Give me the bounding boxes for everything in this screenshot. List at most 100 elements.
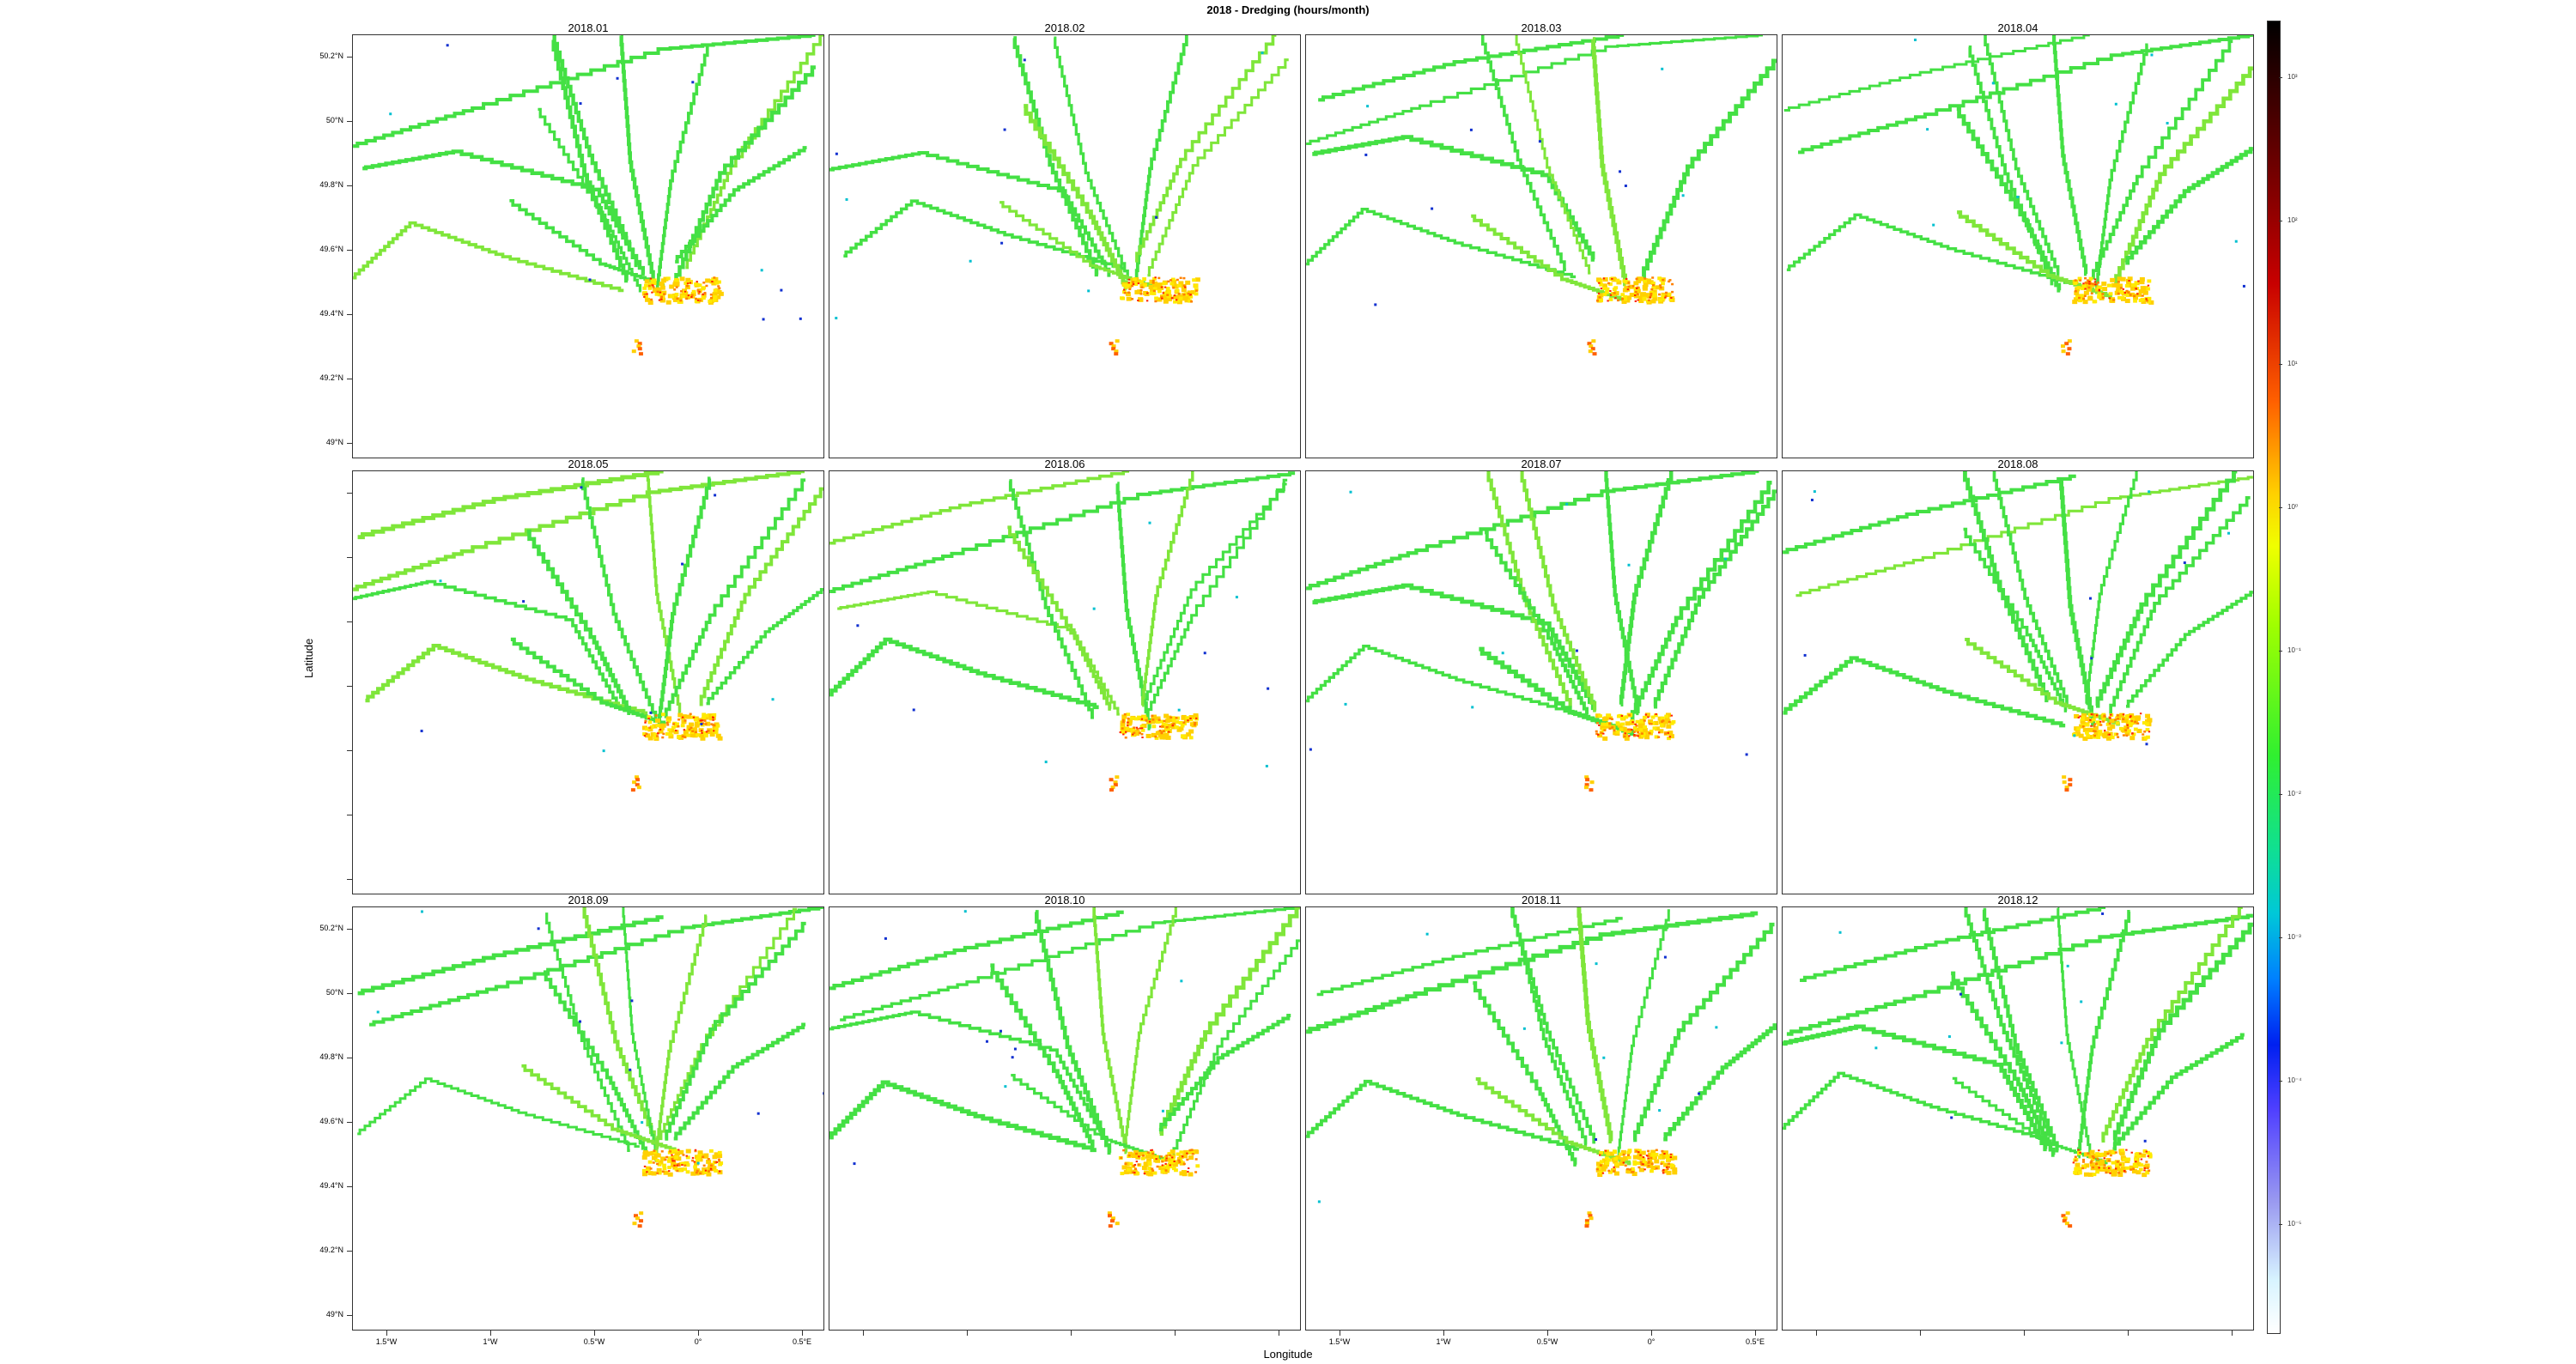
activity-hotspot <box>1635 724 1638 727</box>
panel-title: 2018.05 <box>568 458 609 470</box>
activity-hotspot <box>1651 282 1656 286</box>
activity-point <box>1595 962 1598 966</box>
activity-hotspot <box>674 277 678 282</box>
activity-hotspot <box>1664 732 1668 735</box>
activity-hotspot <box>1131 1154 1137 1159</box>
activity-hotspot <box>657 1162 662 1167</box>
activity-hotspot <box>2140 1158 2143 1161</box>
activity-hotspot <box>691 289 696 294</box>
activity-hotspot <box>1608 297 1613 301</box>
vessel-track <box>365 643 648 716</box>
vessel-track <box>1963 527 2068 712</box>
activity-hotspot <box>2138 299 2143 303</box>
vessel-track <box>829 151 1111 277</box>
activity-hotspot <box>2103 730 2106 732</box>
activity-hotspot <box>1163 735 1169 740</box>
activity-hotspot <box>1664 714 1669 718</box>
activity-hotspot <box>2107 1159 2111 1162</box>
activity-hotspot <box>1640 292 1646 297</box>
activity-hotspot <box>1115 339 1120 343</box>
activity-hotspot <box>2143 1167 2147 1169</box>
activity-hotspot <box>1127 282 1132 286</box>
activity-hotspot <box>1188 1167 1190 1169</box>
vessel-track <box>655 44 709 293</box>
activity-hotspot <box>1170 1160 1176 1164</box>
activity-hotspot <box>2088 281 2091 283</box>
activity-hotspot <box>1133 717 1139 721</box>
activity-hotspot <box>1625 1167 1629 1171</box>
activity-hotspot <box>1647 1149 1650 1153</box>
activity-hotspot <box>696 1169 699 1173</box>
activity-point <box>629 1068 632 1071</box>
y-tick <box>347 621 352 623</box>
activity-hotspot <box>1151 291 1157 295</box>
activity-hotspot <box>1149 279 1155 284</box>
activity-hotspot <box>715 294 721 300</box>
activity-hotspot <box>1613 1170 1616 1173</box>
activity-hotspot <box>2138 289 2144 294</box>
activity-hotspot <box>1648 731 1651 735</box>
activity-hotspot <box>2136 1161 2142 1167</box>
x-tick <box>1547 1331 1549 1336</box>
activity-point <box>1366 105 1370 108</box>
activity-hotspot <box>707 1158 710 1161</box>
activity-hotspot <box>1613 1156 1619 1161</box>
activity-hotspot <box>1151 1149 1153 1151</box>
activity-hotspot <box>2088 1154 2094 1159</box>
vessel-track <box>1306 911 1759 1034</box>
activity-hotspot <box>1158 729 1162 732</box>
vessel-track <box>829 1010 1103 1137</box>
activity-point <box>2145 743 2148 746</box>
vessel-track <box>1515 35 1591 275</box>
activity-hotspot <box>1601 1172 1605 1174</box>
activity-hotspot <box>635 783 640 787</box>
activity-hotspot <box>1186 1152 1188 1155</box>
activity-hotspot <box>1194 1171 1198 1173</box>
vessel-track <box>353 471 805 591</box>
activity-hotspot <box>689 722 695 727</box>
activity-point <box>1661 67 1664 70</box>
activity-point <box>2066 964 2069 967</box>
activity-point <box>2166 121 2169 124</box>
activity-hotspot <box>2118 1167 2123 1173</box>
activity-point <box>1619 170 1622 173</box>
activity-hotspot <box>2139 712 2142 715</box>
activity-hotspot <box>2147 718 2153 723</box>
activity-hotspot <box>1133 1167 1137 1170</box>
y-tick <box>347 557 352 559</box>
activity-hotspot <box>701 287 706 291</box>
panel-title: 2018.09 <box>568 894 609 906</box>
activity-hotspot <box>691 730 695 733</box>
x-tick <box>1651 1331 1653 1336</box>
activity-hotspot <box>2097 732 2102 737</box>
activity-hotspot <box>2128 723 2133 727</box>
activity-hotspot <box>1607 282 1610 285</box>
activity-hotspot <box>696 1154 702 1158</box>
activity-hotspot <box>1119 731 1121 734</box>
activity-hotspot <box>1662 1150 1668 1155</box>
activity-hotspot <box>1151 1169 1155 1172</box>
activity-hotspot <box>1163 1155 1169 1160</box>
activity-hotspot <box>683 291 689 296</box>
activity-hotspot <box>685 297 689 300</box>
activity-hotspot <box>2136 729 2142 734</box>
activity-hotspot <box>2113 732 2118 737</box>
activity-hotspot <box>1138 1155 1140 1158</box>
activity-point <box>2143 1139 2147 1143</box>
activity-hotspot <box>2122 713 2125 716</box>
activity-hotspot <box>1157 733 1163 738</box>
activity-hotspot <box>1639 1154 1642 1156</box>
activity-hotspot <box>690 295 693 298</box>
activity-hotspot <box>1588 1214 1593 1218</box>
activity-hotspot <box>1137 282 1140 285</box>
activity-point <box>1663 955 1667 959</box>
activity-hotspot <box>2142 286 2148 291</box>
y-tick <box>347 493 352 494</box>
activity-hotspot <box>1612 288 1617 292</box>
activity-hotspot <box>717 285 720 288</box>
activity-hotspot <box>1127 1155 1131 1157</box>
activity-hotspot <box>2084 288 2087 290</box>
activity-hotspot <box>685 733 690 737</box>
vessel-track <box>843 199 1127 270</box>
vessel-track <box>1306 644 1577 716</box>
